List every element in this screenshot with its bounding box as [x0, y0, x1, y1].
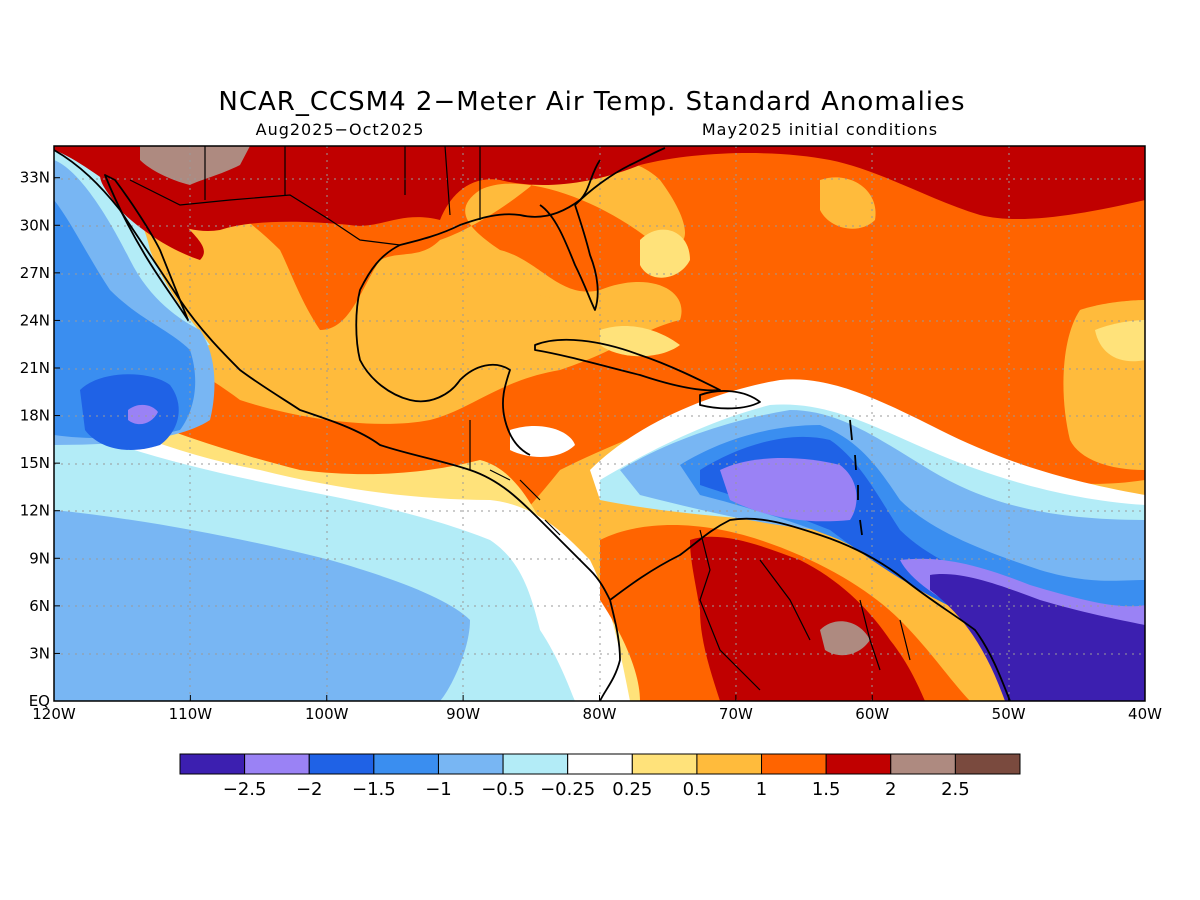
country-borders: [129, 146, 911, 691]
lat-tick-label: 9N: [29, 549, 50, 567]
gridlines: [54, 146, 1145, 701]
lat-tick-label: 33N: [20, 169, 50, 187]
colorbar-label: 2: [885, 779, 896, 800]
colorbar-label: −0.5: [481, 779, 525, 800]
colorbar-label: −1.5: [352, 779, 396, 800]
colorbar-swatch: [502, 753, 569, 775]
colorbar-swatch: [308, 753, 375, 775]
map-title: NCAR_CCSM4 2−Meter Air Temp. Standard An…: [218, 87, 965, 117]
lat-tick-label: 27N: [20, 264, 50, 282]
lon-tick-label: 50W: [992, 705, 1026, 723]
colorbar-swatch: [825, 753, 892, 775]
lon-tick-label: 100W: [305, 705, 349, 723]
lesser-antilles: [849, 419, 863, 536]
lat-tick-label: 30N: [20, 216, 50, 234]
colorbar: −2.5 −2 −1.5 −1 −0.5 −0.25 0.25 0.5 1 1.5 2 2.5: [179, 753, 1021, 800]
colorbar-label: −2.5: [223, 779, 267, 800]
lon-tick-label: 40W: [1128, 705, 1162, 723]
south-america-north-coast: [609, 517, 1011, 701]
colorbar-swatch: [244, 753, 310, 775]
lon-tick-label: 110W: [169, 705, 213, 723]
lon-tick-label: 70W: [719, 705, 753, 723]
colorbar-swatch: [631, 753, 698, 775]
lat-tick-label: 21N: [20, 359, 50, 377]
florida: [539, 204, 599, 311]
lat-tick-label: 6N: [29, 597, 50, 615]
map-subtitle-period: Aug2025−Oct2025: [256, 120, 425, 139]
longitude-tick-labels: 120W 110W 100W 90W 80W 70W 60W 50W 40W: [32, 695, 1162, 723]
lat-tick-label: 12N: [20, 502, 50, 520]
colorbar-swatch: [890, 753, 956, 775]
lon-tick-label: 80W: [583, 705, 617, 723]
atlantic-coast-usa: [574, 147, 666, 206]
hispaniola: [699, 390, 761, 410]
colorbar-label: −2: [296, 779, 323, 800]
cuba: [534, 338, 721, 392]
lon-tick-label: 60W: [855, 705, 889, 723]
lon-tick-label: 90W: [446, 705, 480, 723]
colorbar-swatch: [696, 753, 763, 775]
lat-tick-label: 3N: [29, 644, 50, 662]
gulf-of-mexico-coast: [355, 159, 601, 456]
south-america-pacific-coast: [599, 599, 621, 701]
colorbar-swatch: [437, 753, 504, 775]
colorbar-label: 1.5: [812, 779, 841, 800]
colorbar-swatch: [954, 753, 1021, 775]
colorbar-swatch: [179, 753, 246, 775]
north-america-pacific-coast: [54, 149, 611, 601]
lat-tick-label: 24N: [20, 311, 50, 329]
colorbar-swatch: [373, 753, 439, 775]
colorbar-label: 0.25: [612, 779, 652, 800]
colorbar-label: 1: [756, 779, 767, 800]
latitude-tick-labels: EQ 3N 6N 9N 12N 15N 18N 21N 24N 27N 30N 33N: [20, 169, 60, 710]
baja-california: [104, 174, 189, 321]
lat-tick-label: 18N: [20, 407, 50, 425]
map-subtitle-init: May2025 initial conditions: [702, 120, 938, 139]
colorbar-swatch: [567, 753, 633, 775]
anomaly-field: [54, 146, 1145, 701]
lat-tick-label: EQ: [29, 692, 50, 710]
colorbar-label: 0.5: [683, 779, 712, 800]
lat-tick-label: 15N: [20, 454, 50, 472]
colorbar-label: −0.25: [540, 779, 595, 800]
lon-tick-label: 120W: [32, 705, 76, 723]
colorbar-label: −1: [425, 779, 452, 800]
colorbar-swatch: [761, 753, 827, 775]
colorbar-label: 2.5: [941, 779, 970, 800]
coastlines: [54, 147, 1011, 701]
